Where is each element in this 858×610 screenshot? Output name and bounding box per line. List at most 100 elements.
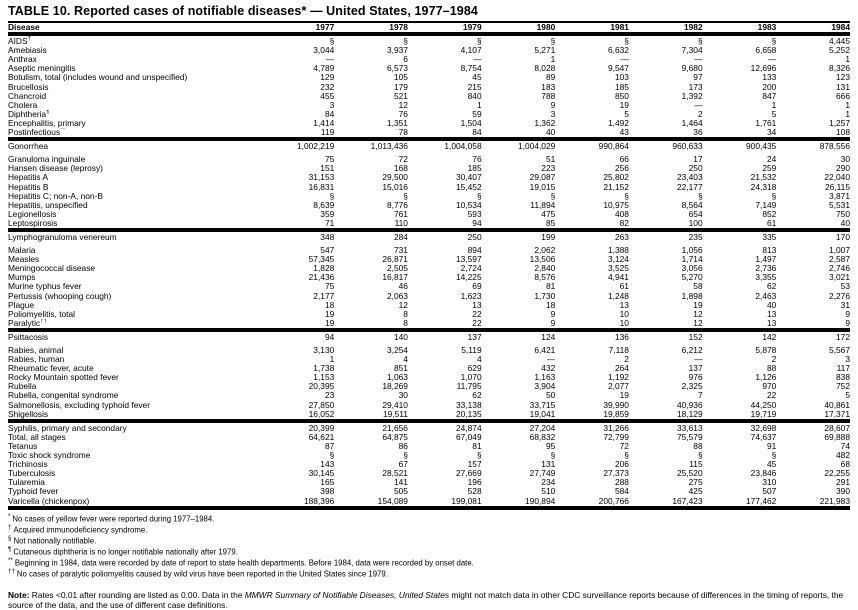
year-value: 4: [403, 355, 408, 365]
year-value: 2: [771, 355, 777, 365]
year-value: 75: [324, 282, 335, 292]
year-value: —: [546, 355, 556, 365]
table-row: Anthrax — 6 — 1 — — — 1: [8, 55, 850, 64]
year-value: 19,041: [529, 409, 556, 419]
year-value: 12: [693, 318, 703, 328]
year-value: §: [624, 451, 629, 461]
year-value: 46: [398, 282, 408, 292]
year-value: 16,831: [308, 182, 335, 192]
year-value: 6,632: [607, 46, 629, 56]
year-value: 13: [766, 318, 777, 328]
disease-name: Legionellosis: [8, 209, 57, 219]
year-value: 852: [762, 209, 777, 219]
year-value: 761: [393, 209, 408, 219]
year-value: 5,567: [829, 346, 850, 355]
year-value: 58: [693, 282, 703, 292]
column-header-1983: 1983: [702, 20, 777, 37]
year-value: 190,894: [525, 496, 556, 506]
disease-name: Hepatitis C; non-A, non-B: [8, 191, 103, 201]
year-value: §: [403, 191, 408, 201]
year-value: §: [771, 191, 777, 201]
year-value: 143: [320, 460, 335, 470]
table-row: Granuloma inguinale 75 72 76 51 66 17 24 30: [8, 155, 850, 164]
year-value: 750: [836, 209, 850, 219]
year-value: 5,252: [829, 46, 850, 56]
year-value: 290: [836, 164, 850, 174]
disease-name: Poliomyelitis, total: [8, 309, 76, 319]
year-value: 654: [688, 209, 703, 219]
year-value: 510: [541, 487, 556, 497]
year-value: 199: [481, 227, 556, 247]
year-value: 10,534: [455, 200, 482, 210]
year-value: 3,871: [829, 191, 850, 201]
table-row: Tuberculosis 30,145 28,521 27,669 27,749 27,3…: [8, 469, 850, 478]
column-header-1979: 1979: [407, 20, 482, 37]
year-value: 30: [398, 391, 408, 401]
year-value: 7,118: [608, 346, 629, 355]
year-value: 1,504: [460, 118, 482, 128]
year-value: 221,983: [819, 496, 850, 506]
year-value: 8,776: [386, 200, 408, 210]
year-value: 666: [836, 91, 850, 101]
year-value: —: [325, 55, 335, 65]
year-value: 16,817: [382, 273, 408, 283]
disease-name: Aseptic meningitis: [8, 64, 76, 74]
table-row: Hepatitis A 31,153 29,500 30,407 29,087 25,80…: [8, 173, 850, 182]
table-row: Pertussis (whooping cough) 2,177 2,063 1,62…: [8, 292, 850, 301]
disease-name: Shigellosis: [8, 409, 49, 419]
year-value: 3: [845, 355, 850, 365]
year-value: 398: [320, 487, 335, 497]
header-row: Disease 1977 1978 1979 1980 1981 1982 19…: [8, 20, 850, 37]
year-value: 27,749: [529, 469, 556, 479]
year-value: 179: [393, 82, 408, 92]
year-value: 31: [840, 300, 850, 310]
footnote-marker: ††: [40, 318, 48, 325]
year-value: 7,304: [681, 46, 703, 56]
year-value: 86: [398, 441, 408, 451]
year-value: 78: [398, 128, 408, 138]
year-value: 894: [467, 246, 482, 256]
year-value: 8,028: [534, 64, 556, 74]
year-value: 31,266: [555, 418, 629, 433]
year-value: 29,410: [382, 400, 408, 410]
year-value: 6,658: [755, 46, 777, 56]
year-value: 8: [403, 318, 408, 328]
year-value: 75,579: [677, 432, 703, 442]
year-value: 291: [836, 478, 850, 488]
year-value: 26,115: [825, 182, 850, 192]
year-value: 23: [324, 391, 335, 401]
disease-name: Hepatitis A: [8, 173, 49, 183]
disease-name: Leptospirosis: [8, 218, 58, 228]
notifiable-diseases-table: Disease 1977 1978 1979 1980 1981 1982 19…: [8, 20, 850, 510]
year-value: 10: [619, 318, 629, 328]
year-value: 259: [762, 164, 777, 174]
year-value: 25,520: [677, 469, 703, 479]
footnote-symbol: †: [8, 523, 12, 531]
year-value: 1: [845, 100, 850, 110]
year-value: 264: [614, 364, 629, 374]
year-value: 1,761: [755, 118, 777, 128]
table-row: Cholera 3 12 1 9 19—1 1: [8, 101, 850, 110]
year-value: 40: [840, 218, 850, 228]
year-value: 72: [398, 155, 408, 165]
year-value: 51: [545, 155, 556, 165]
year-value: 847: [762, 91, 777, 101]
year-value: 9,547: [607, 64, 629, 74]
year-value: 68,832: [529, 432, 556, 442]
year-value: 18,129: [677, 409, 703, 419]
disease-name: Meningococcal disease: [8, 264, 96, 274]
year-value: 1,002,219: [260, 137, 335, 156]
year-value: 235: [628, 227, 703, 247]
disease-name: Botulism, total (includes wound and unsp…: [8, 73, 188, 83]
year-value: §: [403, 36, 408, 47]
year-value: 970: [762, 382, 777, 392]
year-value: 136: [555, 327, 629, 346]
footnote-symbol: **: [8, 556, 13, 564]
disease-name: Tetanus: [8, 441, 38, 451]
year-value: 1,828: [313, 264, 335, 274]
year-value: 67: [398, 460, 408, 470]
year-value: 348: [260, 227, 335, 247]
year-value: 82: [619, 218, 629, 228]
footnote-marker: †: [27, 35, 32, 43]
year-value: 4,445: [829, 36, 850, 47]
